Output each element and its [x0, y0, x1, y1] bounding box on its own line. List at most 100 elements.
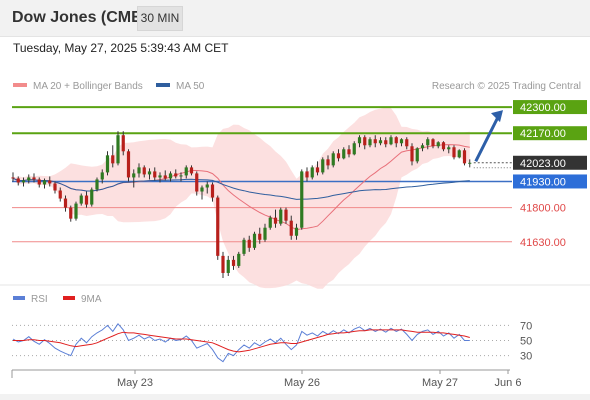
- candle: [368, 137, 372, 148]
- candle-body: [200, 187, 204, 192]
- chart-datetime: Tuesday, May 27, 2025 5:39:43 AM CET: [13, 41, 229, 55]
- candle-body: [300, 171, 304, 228]
- candle: [69, 205, 73, 222]
- ma50-line: [12, 177, 470, 200]
- candle-body: [210, 184, 215, 198]
- candle: [242, 237, 246, 256]
- candle: [105, 151, 110, 176]
- candle: [441, 141, 446, 152]
- candle-body: [420, 145, 425, 149]
- level-label-41930.00: 41930.00: [520, 176, 566, 188]
- candle-body: [174, 173, 178, 177]
- x-tick-label-May 27: May 27: [422, 377, 458, 389]
- candles-group: [11, 131, 472, 278]
- candle-body: [268, 217, 272, 228]
- level-label-42300.00: 42300.00: [520, 102, 566, 114]
- rsi-ma-swatch: [63, 296, 75, 301]
- candle-body: [79, 195, 83, 204]
- candle: [100, 169, 104, 184]
- candle: [137, 163, 141, 178]
- rsi-tick-label-50: 50: [520, 336, 532, 348]
- candle-body: [48, 180, 52, 184]
- candle: [179, 172, 183, 182]
- rsi-swatch: [13, 296, 25, 301]
- level-tag-41930.00: [513, 174, 587, 189]
- candle-body: [179, 175, 183, 177]
- candle-body: [189, 167, 194, 174]
- candle-body: [357, 137, 362, 144]
- candle-body: [153, 171, 157, 178]
- level-tag-42170.00: [513, 126, 587, 141]
- candle-body: [58, 190, 62, 199]
- candle: [126, 149, 131, 182]
- candle-body: [321, 159, 325, 173]
- candle-body: [132, 173, 136, 178]
- candle: [216, 195, 220, 260]
- candle-body: [158, 175, 162, 178]
- candle-body: [111, 155, 115, 164]
- candle-body: [399, 139, 404, 144]
- candle: [90, 187, 94, 207]
- candle: [48, 176, 52, 187]
- candle-body: [37, 179, 41, 185]
- candle: [336, 149, 341, 162]
- candle-body: [273, 217, 278, 224]
- candle: [373, 135, 377, 148]
- candle-body: [305, 171, 309, 178]
- candle: [279, 207, 283, 226]
- level-label-42023.00: 42023.00: [520, 158, 566, 170]
- candle: [468, 159, 472, 168]
- legend-rsi-label: RSI: [31, 294, 48, 305]
- legend-rsi-ma: 9MA: [63, 294, 102, 305]
- candle-body: [32, 177, 36, 180]
- x-tick-label-Jun 6: Jun 6: [495, 377, 522, 389]
- legend-ma50-label: MA 50: [176, 81, 205, 92]
- candle-body: [410, 146, 414, 162]
- candle-body: [457, 150, 461, 158]
- candle-body: [441, 142, 446, 150]
- candle: [132, 169, 136, 188]
- candle-body: [147, 171, 152, 175]
- candle-body: [69, 207, 73, 219]
- candle-body: [289, 220, 293, 236]
- candle-body: [426, 139, 430, 146]
- candle: [405, 137, 409, 150]
- candle-body: [310, 167, 314, 178]
- candle: [205, 181, 209, 194]
- candle: [331, 151, 335, 168]
- candle: [300, 169, 304, 230]
- candle-body: [279, 209, 283, 224]
- candle: [74, 201, 78, 221]
- candle: [352, 141, 356, 156]
- candle-body: [326, 159, 330, 166]
- candle: [347, 145, 351, 158]
- candle: [342, 147, 346, 160]
- candle: [258, 227, 262, 244]
- level-label-41800.00: 41800.00: [520, 203, 566, 215]
- candle: [263, 223, 267, 242]
- candle-body: [74, 203, 78, 219]
- candle-body: [126, 151, 131, 178]
- candle: [53, 181, 57, 194]
- x-tick-label-May 26: May 26: [284, 377, 320, 389]
- candle: [231, 255, 236, 270]
- candle-body: [447, 147, 451, 150]
- candle-body: [331, 153, 335, 166]
- candle-body: [405, 139, 409, 147]
- candle-body: [284, 209, 288, 221]
- candle: [394, 136, 398, 148]
- ma20-swatch: [13, 83, 27, 88]
- candle: [158, 172, 162, 183]
- candle-body: [263, 227, 267, 240]
- candle: [11, 172, 15, 182]
- candle: [420, 143, 425, 152]
- level-label-41630.00: 41630.00: [520, 237, 566, 249]
- candle-body: [21, 180, 26, 183]
- candle: [431, 138, 435, 149]
- candle: [310, 165, 314, 180]
- rsi-tick-label-30: 30: [520, 351, 532, 363]
- timeframe-button[interactable]: 30 MIN: [137, 6, 183, 31]
- candle-body: [373, 139, 377, 144]
- candle-body: [258, 233, 262, 240]
